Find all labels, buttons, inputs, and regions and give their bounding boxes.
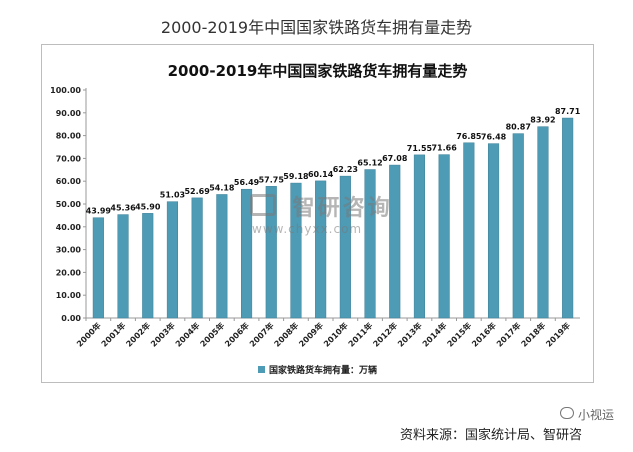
x-tick-label: 2008年 <box>272 320 300 348</box>
x-tick-label: 2019年 <box>544 320 572 348</box>
data-label: 71.55 <box>407 144 433 153</box>
data-label: 80.87 <box>506 123 531 132</box>
y-tick-label: 0.00 <box>61 314 81 323</box>
x-tick-label: 2004年 <box>173 320 201 348</box>
y-tick-label: 50.00 <box>56 200 82 209</box>
bar <box>512 133 524 319</box>
bar <box>166 201 179 319</box>
legend-label: 国家铁路货车拥有量：万辆 <box>269 366 378 376</box>
data-label: 57.75 <box>259 175 285 184</box>
data-label: 76.85 <box>456 132 482 141</box>
data-label: 43.99 <box>86 207 112 216</box>
data-label: 65.12 <box>357 159 382 168</box>
watermark-logo-icon <box>250 194 276 216</box>
bar <box>92 217 104 319</box>
y-tick-label: 80.00 <box>56 132 82 141</box>
bar <box>413 154 426 319</box>
y-tick-label: 70.00 <box>56 154 82 163</box>
source-note: 资料来源：国家统计局、智研咨 <box>400 428 583 443</box>
bar <box>191 197 203 319</box>
data-label: 52.69 <box>184 187 210 196</box>
x-tick-label: 2000年 <box>74 320 102 348</box>
data-label: 71.66 <box>431 144 457 153</box>
y-tick-label: 30.00 <box>56 246 82 255</box>
data-label: 56.49 <box>234 178 260 187</box>
x-tick-label: 2007年 <box>247 320 275 348</box>
y-tick-label: 20.00 <box>56 268 82 277</box>
bar <box>265 186 277 319</box>
wechat-account-name: 小视运 <box>578 408 615 422</box>
data-label: 59.18 <box>283 172 309 181</box>
x-tick-label: 2010年 <box>321 320 349 348</box>
legend: 国家铁路货车拥有量：万辆 <box>258 363 377 376</box>
x-tick-label: 2017年 <box>494 320 522 348</box>
bar <box>389 164 401 319</box>
data-label: 62.23 <box>333 165 358 174</box>
chart-title: 2000-2019年中国国家铁路货车拥有量走势 <box>167 62 468 80</box>
y-tick-label: 60.00 <box>56 177 82 186</box>
x-tick-label: 2014年 <box>420 320 448 348</box>
watermark-url: www.chyxx.com <box>252 222 363 236</box>
bar <box>315 180 327 319</box>
data-label: 76.48 <box>481 133 507 142</box>
bar <box>142 213 154 319</box>
legend-swatch <box>258 366 265 373</box>
data-label: 51.03 <box>160 191 185 200</box>
bar <box>487 143 500 319</box>
data-label: 83.92 <box>530 116 555 125</box>
data-label: 54.18 <box>209 183 235 192</box>
bar <box>290 182 302 319</box>
data-label: 45.90 <box>135 202 161 211</box>
x-tick-label: 2002年 <box>124 320 152 348</box>
x-tick-label: 2015年 <box>445 320 473 348</box>
bar <box>117 214 129 319</box>
x-tick-label: 2005年 <box>198 320 226 348</box>
data-label: 45.36 <box>110 204 136 213</box>
bar <box>562 117 574 319</box>
wechat-icon <box>560 407 574 419</box>
y-tick-label: 100.00 <box>50 86 81 95</box>
x-tick-label: 2006年 <box>222 320 250 348</box>
data-label: 87.71 <box>555 107 581 116</box>
x-tick-label: 2016年 <box>469 320 497 348</box>
x-tick-label: 2012年 <box>371 320 399 348</box>
bar <box>463 142 475 319</box>
bar <box>537 126 549 319</box>
page-title: 2000-2019年中国国家铁路货车拥有量走势 <box>160 18 473 37</box>
x-tick-label: 2018年 <box>519 320 547 348</box>
bar <box>216 194 228 319</box>
data-label: 67.08 <box>382 154 408 163</box>
x-tick-label: 2001年 <box>99 320 127 348</box>
y-tick-label: 10.00 <box>56 291 82 300</box>
x-tick-label: 2003年 <box>148 320 176 348</box>
x-tick-label: 2009年 <box>297 320 325 348</box>
data-label: 60.14 <box>308 170 334 179</box>
watermark-brand: 智研咨询 <box>292 196 393 221</box>
bar <box>240 188 253 319</box>
bar <box>364 169 376 319</box>
x-tick-label: 2011年 <box>346 320 374 348</box>
y-tick-label: 40.00 <box>56 223 82 232</box>
x-tick-label: 2013年 <box>395 320 423 348</box>
bar <box>438 154 450 319</box>
y-tick-label: 90.00 <box>56 109 82 118</box>
bar <box>339 175 351 319</box>
